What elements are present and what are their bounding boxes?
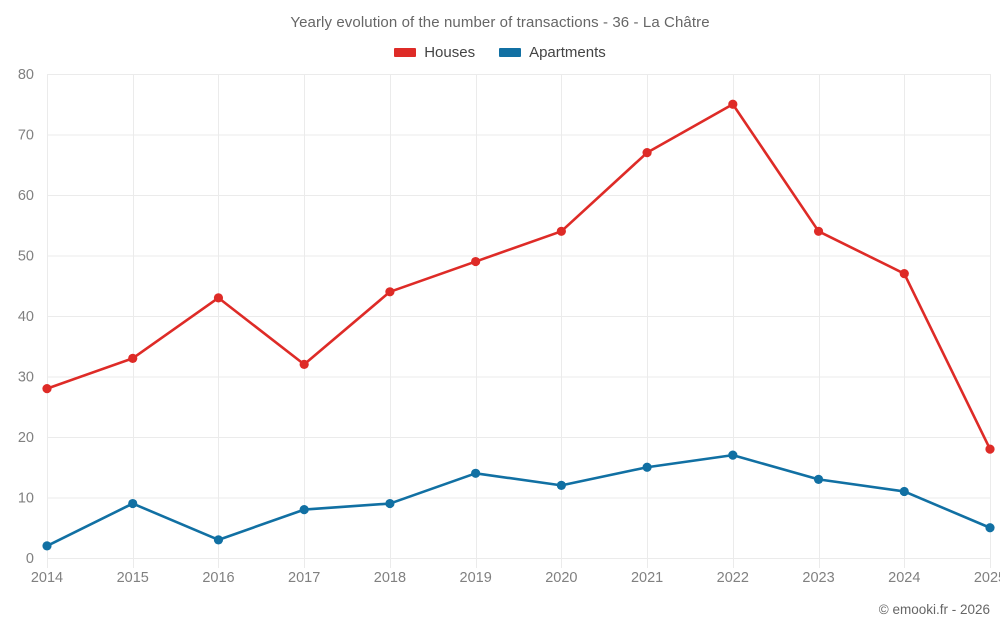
data-point[interactable]	[556, 226, 566, 236]
series-line-houses	[45, 102, 992, 451]
x-axis-tick-label: 2019	[460, 570, 492, 586]
data-series-layer	[42, 99, 995, 551]
x-axis-tick-label: 2021	[631, 570, 663, 586]
series-apartments	[42, 450, 995, 551]
x-axis-tick-label: 2022	[717, 570, 749, 586]
data-point[interactable]	[985, 523, 995, 533]
data-point[interactable]	[213, 535, 224, 545]
data-point[interactable]	[299, 505, 309, 515]
legend-label-apartments: Apartments	[529, 44, 606, 61]
data-point[interactable]	[899, 269, 909, 279]
data-point[interactable]	[128, 498, 138, 509]
y-axis-tick-label: 10	[18, 491, 34, 507]
vertical-gridlines	[47, 74, 991, 568]
y-axis-tick-label: 30	[18, 370, 34, 386]
y-axis-tick-label: 20	[18, 430, 34, 446]
y-axis-tick-label: 0	[26, 551, 34, 567]
x-axis-tick-label: 2018	[374, 570, 406, 586]
series-houses	[42, 99, 995, 454]
x-axis-tick-label: 2023	[802, 570, 834, 586]
y-axis-tick-labels: 0 10 20 30 40 50 60 70 80	[18, 67, 34, 567]
data-point[interactable]	[42, 541, 52, 551]
data-point[interactable]	[642, 462, 652, 472]
x-axis-tick-label: 2016	[202, 570, 234, 586]
legend-item-houses[interactable]: Houses	[394, 44, 475, 61]
legend-item-apartments[interactable]: Apartments	[499, 44, 606, 61]
data-point[interactable]	[728, 99, 738, 109]
y-axis-tick-label: 70	[18, 128, 34, 144]
data-point[interactable]	[213, 293, 224, 303]
chart-legend: Houses Apartments	[0, 44, 1000, 61]
credit-text: © emooki.fr - 2026	[878, 602, 990, 617]
x-axis-tick-label: 2014	[31, 570, 63, 586]
x-axis-tick-label: 2015	[117, 570, 149, 586]
data-point[interactable]	[642, 148, 652, 158]
data-point[interactable]	[813, 226, 824, 236]
y-axis-tick-label: 80	[18, 67, 34, 83]
x-axis-tick-label: 2025	[974, 570, 1000, 586]
data-point[interactable]	[985, 444, 995, 454]
chart-title: Yearly evolution of the number of transa…	[290, 14, 710, 31]
data-point[interactable]	[899, 486, 909, 497]
y-axis-tick-label: 50	[18, 249, 34, 265]
data-point[interactable]	[471, 468, 481, 478]
y-axis-tick-label: 40	[18, 309, 34, 325]
data-point[interactable]	[42, 384, 52, 394]
series-line-apartments	[45, 453, 992, 548]
data-point[interactable]	[299, 359, 309, 369]
x-axis-tick-label: 2020	[545, 570, 577, 586]
data-point[interactable]	[471, 256, 481, 267]
horizontal-gridlines	[47, 74, 990, 559]
data-point[interactable]	[128, 353, 138, 363]
legend-swatch-apartments	[499, 48, 522, 57]
data-point[interactable]	[556, 480, 566, 490]
data-point[interactable]	[385, 287, 395, 297]
x-axis-tick-labels: 2014 2015 2016 2017 2018 2019 2020 2021 2022 2023…	[31, 570, 1000, 586]
x-axis-tick-label: 2024	[888, 570, 920, 586]
data-point[interactable]	[813, 474, 824, 484]
y-axis-tick-label: 60	[18, 188, 34, 204]
data-point[interactable]	[385, 498, 395, 509]
data-point[interactable]	[728, 450, 738, 460]
x-axis-tick-label: 2017	[288, 570, 320, 586]
legend-swatch-houses	[394, 48, 417, 57]
legend-label-houses: Houses	[424, 44, 476, 61]
